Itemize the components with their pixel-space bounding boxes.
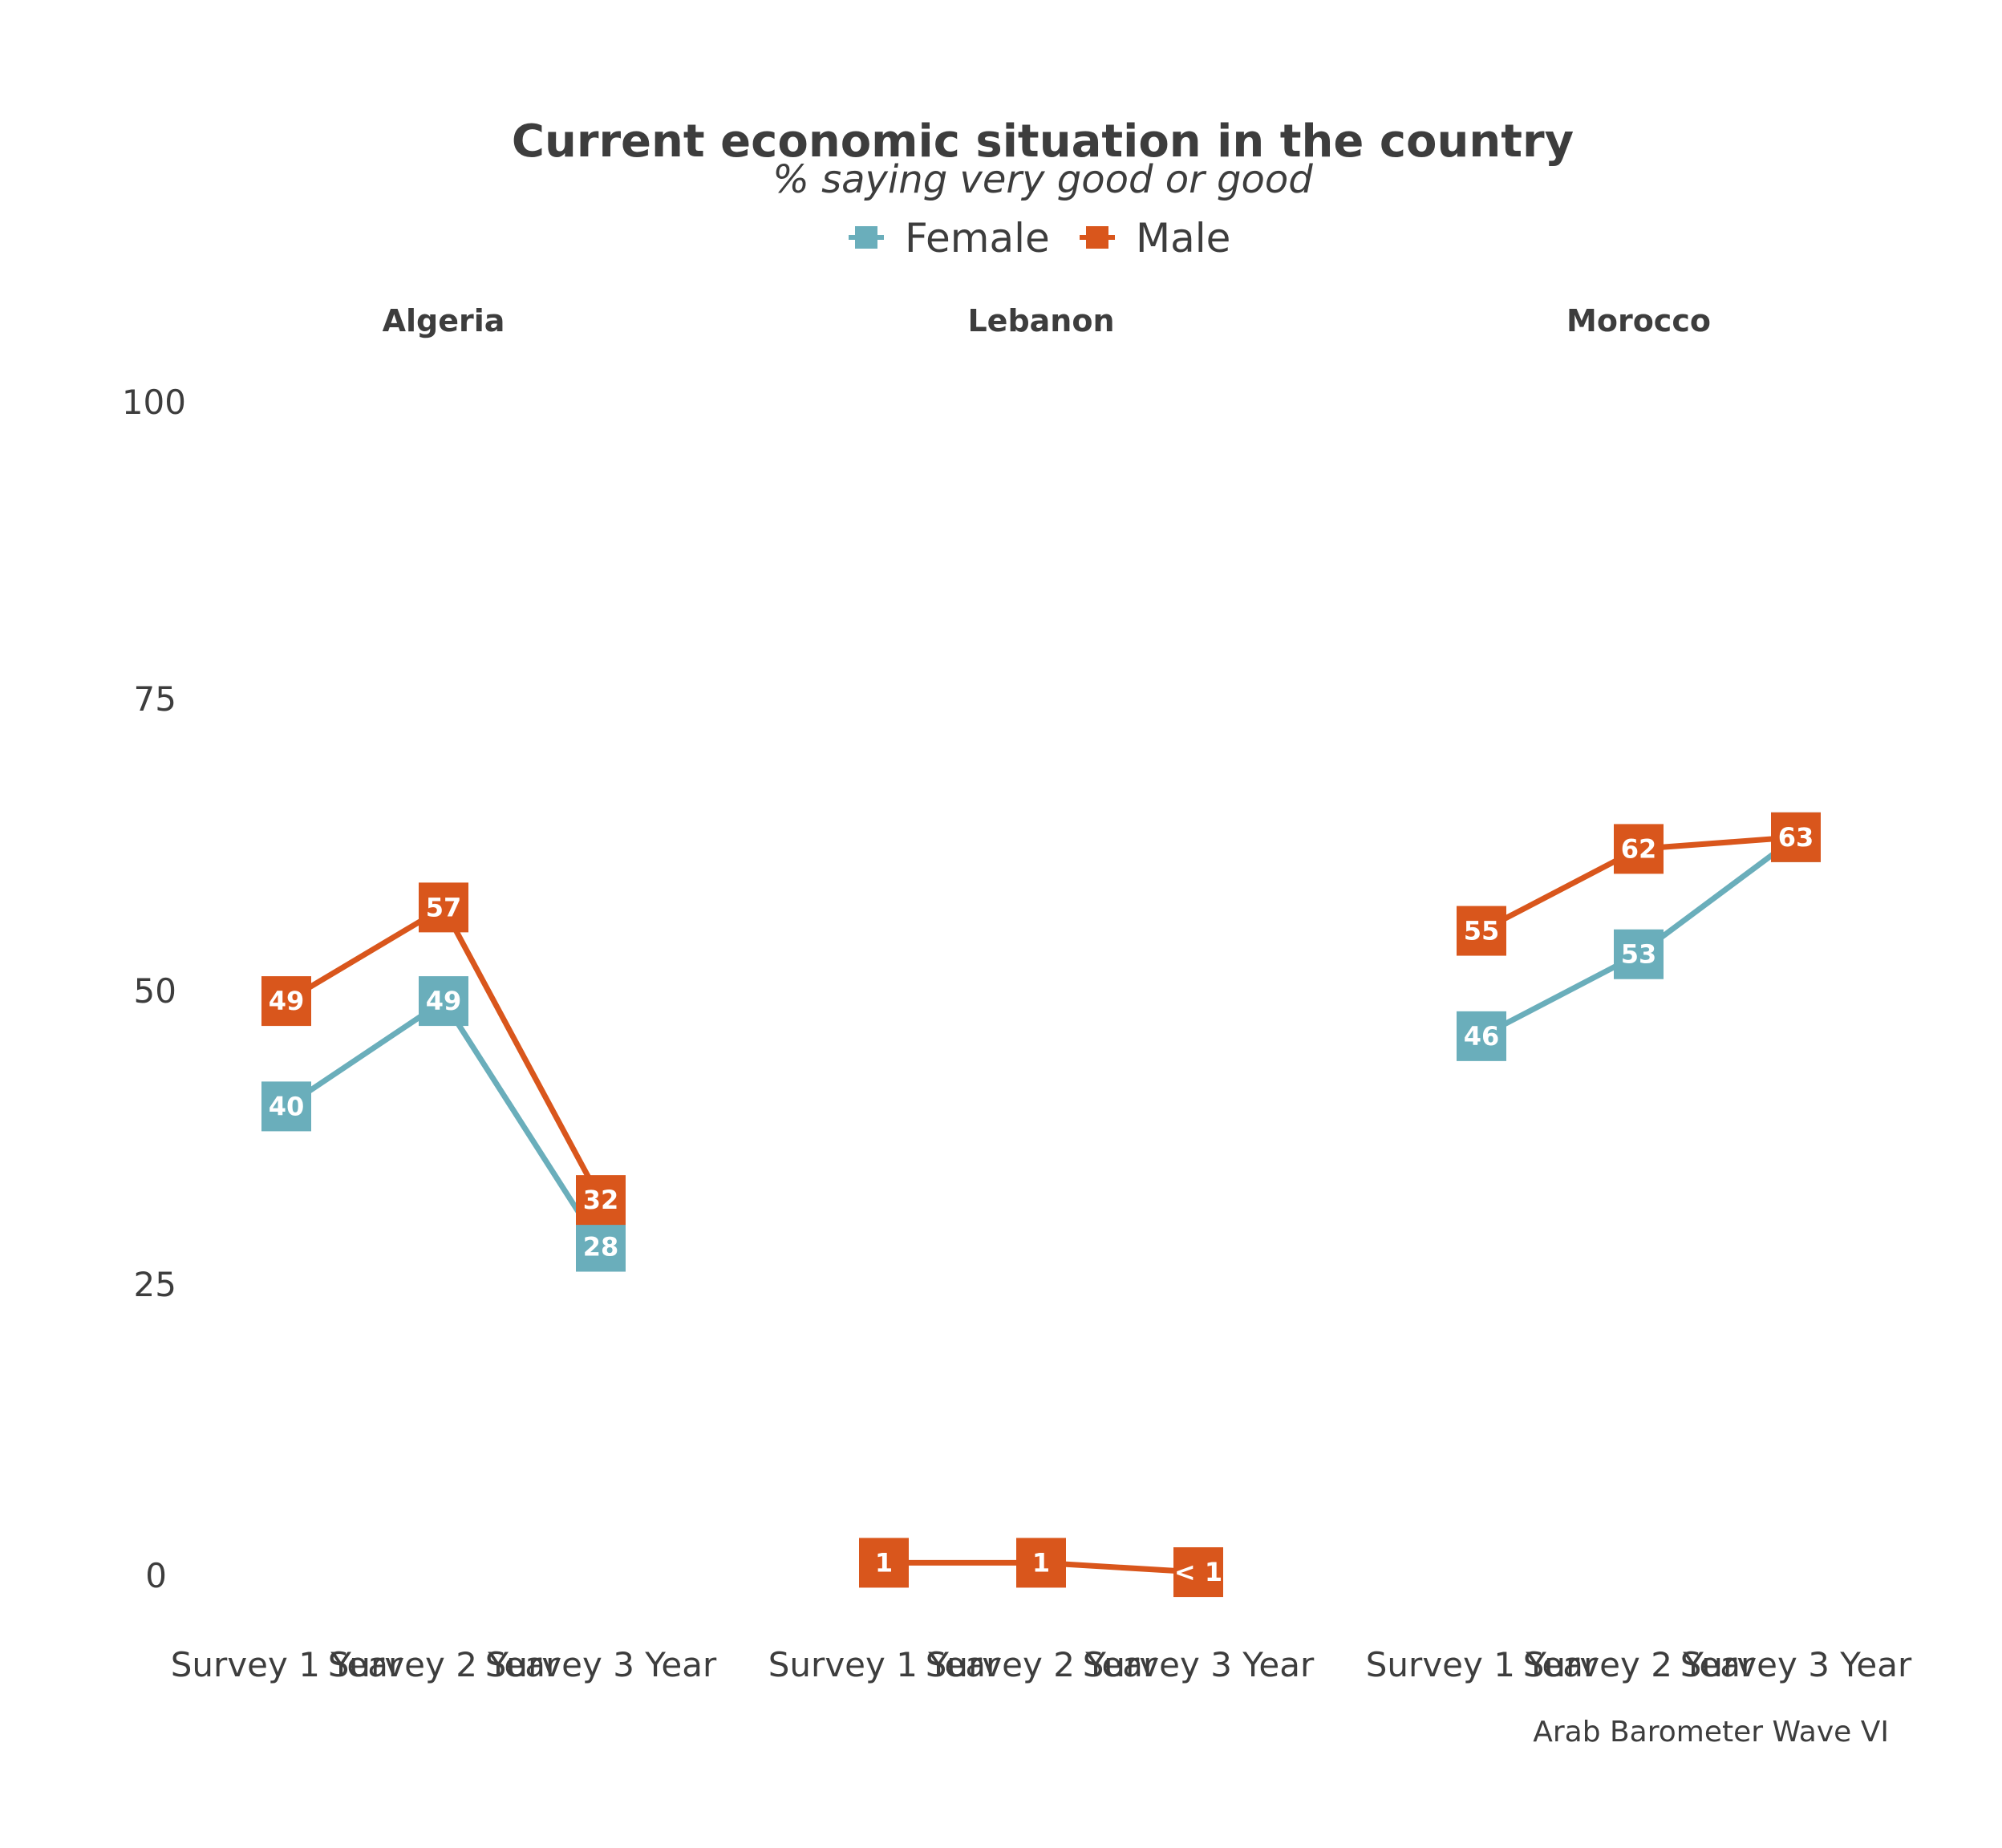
legend-item-male: Male [1080,215,1230,261]
x-tick-label: Survey 2 Year [1523,1645,1755,1684]
lebanon-male-data-label: 1 [1032,1547,1050,1578]
y-tick-label: 0 [145,1556,167,1595]
chart-caption: Arab Barometer Wave VI [1533,1716,1889,1749]
lebanon-male-point [1173,1547,1223,1598]
panel-algeria: Algeria Survey 1 Year Survey 2 Year Surv… [171,303,717,1684]
lebanon-male-point [1016,1538,1066,1588]
algeria-male-data-label: 32 [583,1185,619,1215]
panel-lebanon-marks: 1 1 < 1 [859,1538,1223,1598]
x-tick-label: Survey 2 Year [328,1645,560,1684]
x-tick-label: Survey 3 Year [485,1645,717,1684]
morocco-male-point [1614,824,1664,874]
legend-item-female: Female [849,215,1050,261]
y-tick-label: 100 [122,383,186,422]
algeria-male-data-label: 49 [269,986,305,1016]
algeria-female-data-label: 28 [583,1231,619,1262]
morocco-female-point [1457,1011,1506,1061]
morocco-female-point [1614,929,1664,979]
y-tick-label: 50 [134,971,176,1011]
y-axis: 100 75 50 25 0 [122,383,186,1595]
y-tick-label: 25 [134,1265,176,1304]
facet-title-algeria: Algeria [383,303,505,338]
morocco-male-data-label: 63 [1778,822,1814,853]
lebanon-male-point [859,1538,909,1588]
x-tick-label: Survey 1 Year [768,1645,1000,1684]
panel-morocco-marks: 465363556263 [1457,812,1821,1061]
algeria-female-point [261,1081,311,1132]
algeria-female-data-label: 49 [426,986,462,1016]
legend-label-female: Female [905,215,1050,261]
morocco-female-data-label: 53 [1621,939,1657,970]
legend-key-female [855,226,877,249]
algeria-female-data-label: 40 [269,1091,305,1121]
y-tick-label: 75 [134,679,176,719]
morocco-female-data-label: 46 [1464,1021,1500,1052]
legend: Female Male [849,215,1230,261]
x-tick-label: Survey 2 Year [926,1645,1157,1684]
algeria-female-point [419,976,468,1027]
algeria-male-line [285,904,604,1202]
x-tick-label: Survey 3 Year [1083,1645,1315,1684]
panel-lebanon: Lebanon Survey 1 Year Survey 2 Year Surv… [768,303,1315,1684]
chart-subtitle: % saying very good or good [772,157,1313,202]
x-tick-label: Survey 1 Year [171,1645,403,1684]
algeria-female-point [576,1222,626,1272]
algeria-male-data-label: 57 [426,892,462,922]
panel-morocco: Morocco Survey 1 Year Survey 2 Year Surv… [1366,303,1912,1684]
algeria-female-line [285,998,603,1249]
morocco-male-data-label: 62 [1621,833,1657,864]
morocco-male-data-label: 55 [1464,916,1500,946]
legend-label-male: Male [1136,215,1230,261]
algeria-male-point [576,1175,626,1226]
algeria-male-point [419,882,468,933]
facet-title-morocco: Morocco [1566,303,1711,338]
x-tick-label: Survey 3 Year [1680,1645,1912,1684]
algeria-male-point [261,976,311,1027]
morocco-male-point [1771,812,1821,862]
panel-algeria-marks: 40 49 28 49 57 32 [261,882,626,1272]
lebanon-male-data-label: 1 [875,1547,893,1578]
lebanon-male-data-label: < 1 [1174,1557,1222,1587]
facet-title-lebanon: Lebanon [967,303,1114,338]
legend-key-male [1086,226,1108,249]
morocco-male-point [1457,906,1506,956]
chart-title: Current economic situation in the countr… [512,116,1574,168]
x-tick-label: Survey 1 Year [1366,1645,1598,1684]
